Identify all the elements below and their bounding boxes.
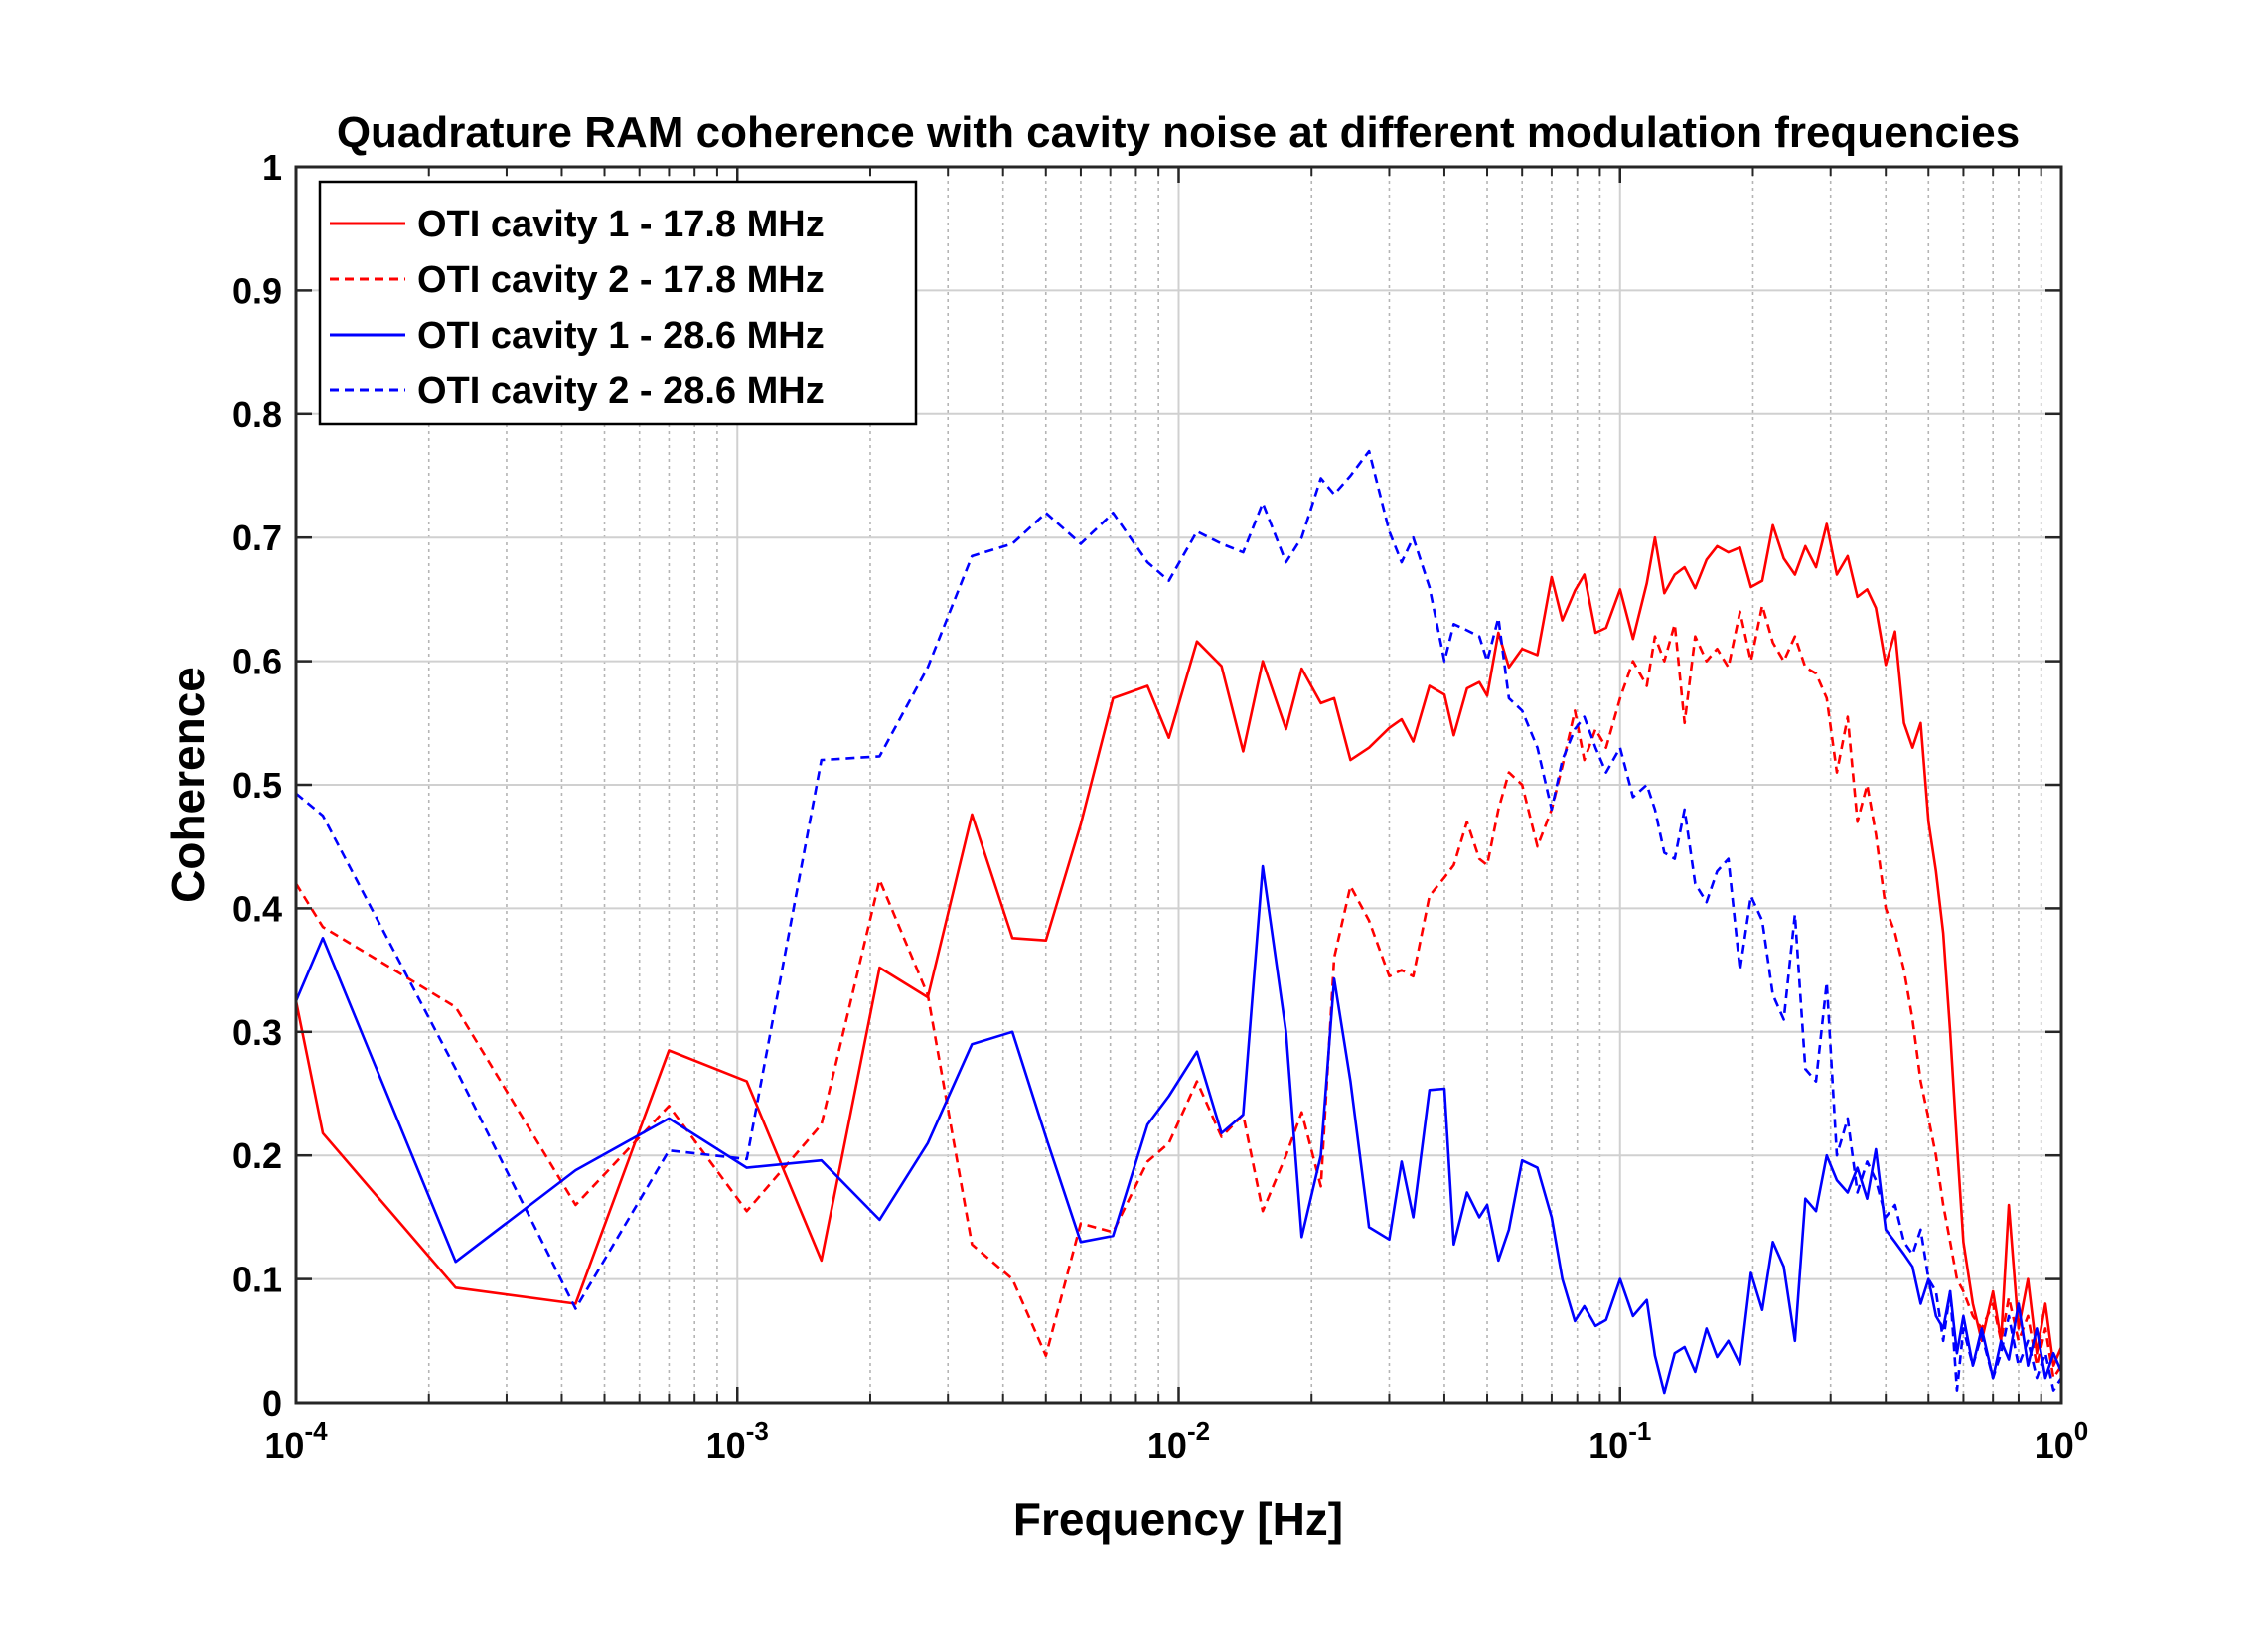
y-tick-label: 0	[262, 1383, 282, 1423]
x-tick-label-base: 10	[264, 1425, 304, 1466]
legend: OTI cavity 1 - 17.8 MHz OTI cavity 2 - 1…	[318, 180, 918, 426]
y-tick-label: 0.4	[232, 888, 282, 929]
legend-label-cavity1-17-8: OTI cavity 1 - 17.8 MHz	[417, 204, 825, 245]
x-tick-label-base: 10	[1147, 1425, 1187, 1466]
y-tick-label: 0.8	[232, 394, 282, 435]
grid	[295, 166, 2062, 1404]
x-tick-label: 100	[2035, 1417, 2089, 1466]
chart-title: Quadrature RAM coherence with cavity noi…	[337, 108, 2020, 157]
y-tick-label: 0.9	[232, 270, 282, 311]
legend-label-cavity2-28-6: OTI cavity 2 - 28.6 MHz	[417, 371, 825, 412]
x-tick-label-base: 10	[2035, 1425, 2074, 1466]
x-tick-label-exponent: -3	[746, 1417, 769, 1446]
x-tick-label: 10-3	[706, 1417, 769, 1466]
y-tick-label: 1	[262, 147, 282, 188]
legend-label-cavity1-28-6: OTI cavity 1 - 28.6 MHz	[417, 315, 825, 357]
y-tick-label: 0.1	[232, 1260, 282, 1300]
y-axis-label: Coherence	[162, 667, 214, 903]
x-tick-label-base: 10	[1588, 1425, 1628, 1466]
x-tick-label: 10-4	[264, 1417, 328, 1466]
x-tick-label-exponent: -4	[304, 1417, 328, 1446]
series-line-oti-cavity-1-28-6-mhz	[294, 864, 2063, 1395]
y-tick-label: 0.5	[232, 765, 282, 806]
legend-box	[318, 180, 918, 426]
y-tick-label: 0.2	[232, 1135, 282, 1176]
x-tick-label-exponent: -1	[1628, 1417, 1651, 1446]
x-tick-label-base: 10	[706, 1425, 746, 1466]
ticks	[294, 165, 2063, 1405]
x-tick-label: 10-2	[1147, 1417, 1210, 1466]
x-tick-label-exponent: 0	[2074, 1417, 2088, 1446]
series-layer	[294, 449, 2063, 1395]
y-tick-label: 0.6	[232, 642, 282, 682]
x-tick-label: 10-1	[1588, 1417, 1651, 1466]
legend-label-cavity2-17-8: OTI cavity 2 - 17.8 MHz	[417, 259, 825, 301]
x-tick-label-exponent: -2	[1187, 1417, 1210, 1446]
series-line-oti-cavity-1-17-8-mhz	[294, 522, 2063, 1367]
x-axis-label: Frequency [Hz]	[1013, 1493, 1343, 1545]
y-tick-label: 0.3	[232, 1012, 282, 1053]
y-tick-label: 0.7	[232, 518, 282, 558]
